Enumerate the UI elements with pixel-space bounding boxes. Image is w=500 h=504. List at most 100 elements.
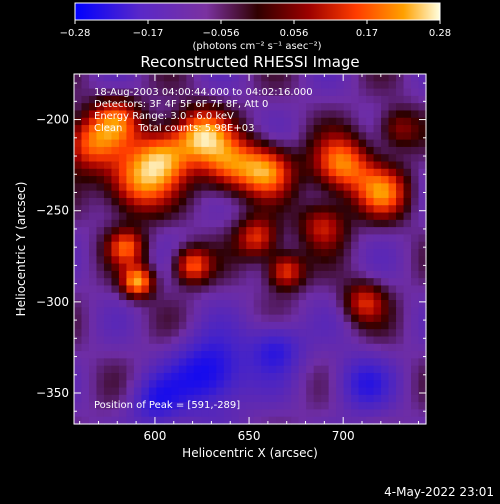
- heatmap-cell: [313, 234, 322, 243]
- heatmap-cell: [321, 380, 330, 389]
- heatmap-cell: [261, 394, 270, 403]
- heatmap-cell: [358, 409, 367, 418]
- heatmap-cell: [403, 176, 412, 184]
- heatmap-cell: [291, 270, 300, 279]
- heatmap-cell: [366, 103, 375, 112]
- heatmap-cell: [223, 263, 232, 272]
- heatmap-cell: [81, 146, 90, 155]
- heatmap-cell: [283, 372, 292, 381]
- heatmap-cell: [411, 300, 420, 308]
- heatmap-cell: [283, 249, 292, 257]
- heatmap-cell: [96, 197, 105, 206]
- heatmap-cell: [343, 263, 352, 272]
- heatmap-cell: [366, 307, 375, 316]
- heatmap-cell: [231, 219, 240, 228]
- heatmap-cell: [276, 161, 285, 170]
- heatmap-cell: [246, 219, 255, 228]
- heatmap-cell: [313, 256, 322, 265]
- heatmap-cell: [74, 409, 83, 418]
- heatmap-cell: [208, 365, 217, 374]
- heatmap-cell: [366, 358, 375, 367]
- heatmap-cell: [193, 358, 202, 367]
- heatmap-cell: [381, 190, 390, 199]
- heatmap-cell: [381, 409, 390, 418]
- heatmap-cell: [216, 372, 225, 381]
- heatmap-cell: [298, 314, 307, 323]
- heatmap-cell: [193, 81, 202, 90]
- heatmap-cell: [268, 168, 277, 177]
- heatmap-cell: [216, 329, 225, 338]
- heatmap-cell: [238, 292, 247, 301]
- heatmap-cell: [133, 219, 142, 228]
- heatmap-cell: [171, 278, 180, 287]
- heatmap-cell: [396, 146, 405, 155]
- heatmap-cell: [343, 314, 352, 323]
- heatmap-cell: [306, 81, 315, 90]
- heatmap-cell: [103, 329, 113, 338]
- heatmap-cell: [178, 88, 187, 97]
- heatmap-cell: [103, 241, 113, 250]
- heatmap-cell: [261, 197, 270, 206]
- heatmap-cell: [418, 161, 427, 170]
- heatmap-cell: [261, 416, 270, 425]
- heatmap-cell: [381, 110, 390, 119]
- heatmap-cell: [418, 74, 427, 82]
- heatmap-cell: [291, 74, 300, 82]
- heatmap-cell: [313, 285, 322, 294]
- heatmap-cell: [216, 314, 225, 323]
- heatmap-cell: [268, 329, 277, 338]
- heatmap-cell: [418, 95, 427, 104]
- heatmap-cell: [178, 183, 187, 192]
- heatmap-cell: [193, 139, 202, 148]
- heatmap-cell: [88, 74, 98, 82]
- heatmap-cell: [396, 321, 405, 330]
- heatmap-cell: [96, 249, 105, 257]
- heatmap-cell: [291, 402, 300, 411]
- heatmap-cell: [358, 241, 367, 250]
- heatmap-cell: [396, 234, 405, 243]
- heatmap-cell: [351, 270, 360, 279]
- heatmap-cell: [208, 351, 217, 359]
- heatmap-cell: [156, 197, 165, 206]
- heatmap-cell: [216, 88, 225, 97]
- heatmap-cell: [358, 125, 367, 133]
- heatmap-cell: [96, 270, 105, 279]
- heatmap-cell: [328, 416, 337, 425]
- heatmap-cell: [223, 161, 232, 170]
- heatmap-cell: [103, 285, 113, 294]
- heatmap-cell: [373, 343, 382, 352]
- heatmap-cell: [351, 125, 360, 133]
- heatmap-cell: [328, 321, 337, 330]
- heatmap-cell: [246, 336, 255, 345]
- heatmap-cell: [208, 146, 217, 155]
- heatmap-cell: [88, 314, 98, 323]
- heatmap-cell: [126, 256, 135, 265]
- heatmap-cell: [283, 278, 292, 287]
- heatmap-cell: [223, 103, 232, 112]
- heatmap-cell: [366, 132, 375, 141]
- heatmap-cell: [141, 234, 150, 243]
- heatmap-cell: [246, 205, 255, 214]
- heatmap-cell: [381, 343, 390, 352]
- heatmap-cell: [163, 292, 172, 301]
- heatmap-cell: [253, 183, 262, 192]
- heatmap-cell: [156, 256, 165, 265]
- heatmap-cell: [276, 234, 285, 243]
- heatmap-cell: [208, 394, 217, 403]
- heatmap-cell: [231, 168, 240, 177]
- heatmap-cell: [171, 205, 180, 214]
- heatmap-cell: [148, 358, 157, 367]
- heatmap-cell: [343, 95, 352, 104]
- heatmap-cell: [231, 336, 240, 345]
- heatmap-cell: [381, 249, 390, 257]
- heatmap-cell: [328, 372, 337, 381]
- heatmap-cell: [351, 278, 360, 287]
- heatmap-cell: [321, 321, 330, 330]
- heatmap-cell: [103, 358, 113, 367]
- heatmap-cell: [253, 285, 262, 294]
- heatmap-cell: [186, 343, 195, 352]
- heatmap-cell: [208, 329, 217, 338]
- heatmap-cell: [141, 132, 150, 141]
- heatmap-cell: [291, 351, 300, 359]
